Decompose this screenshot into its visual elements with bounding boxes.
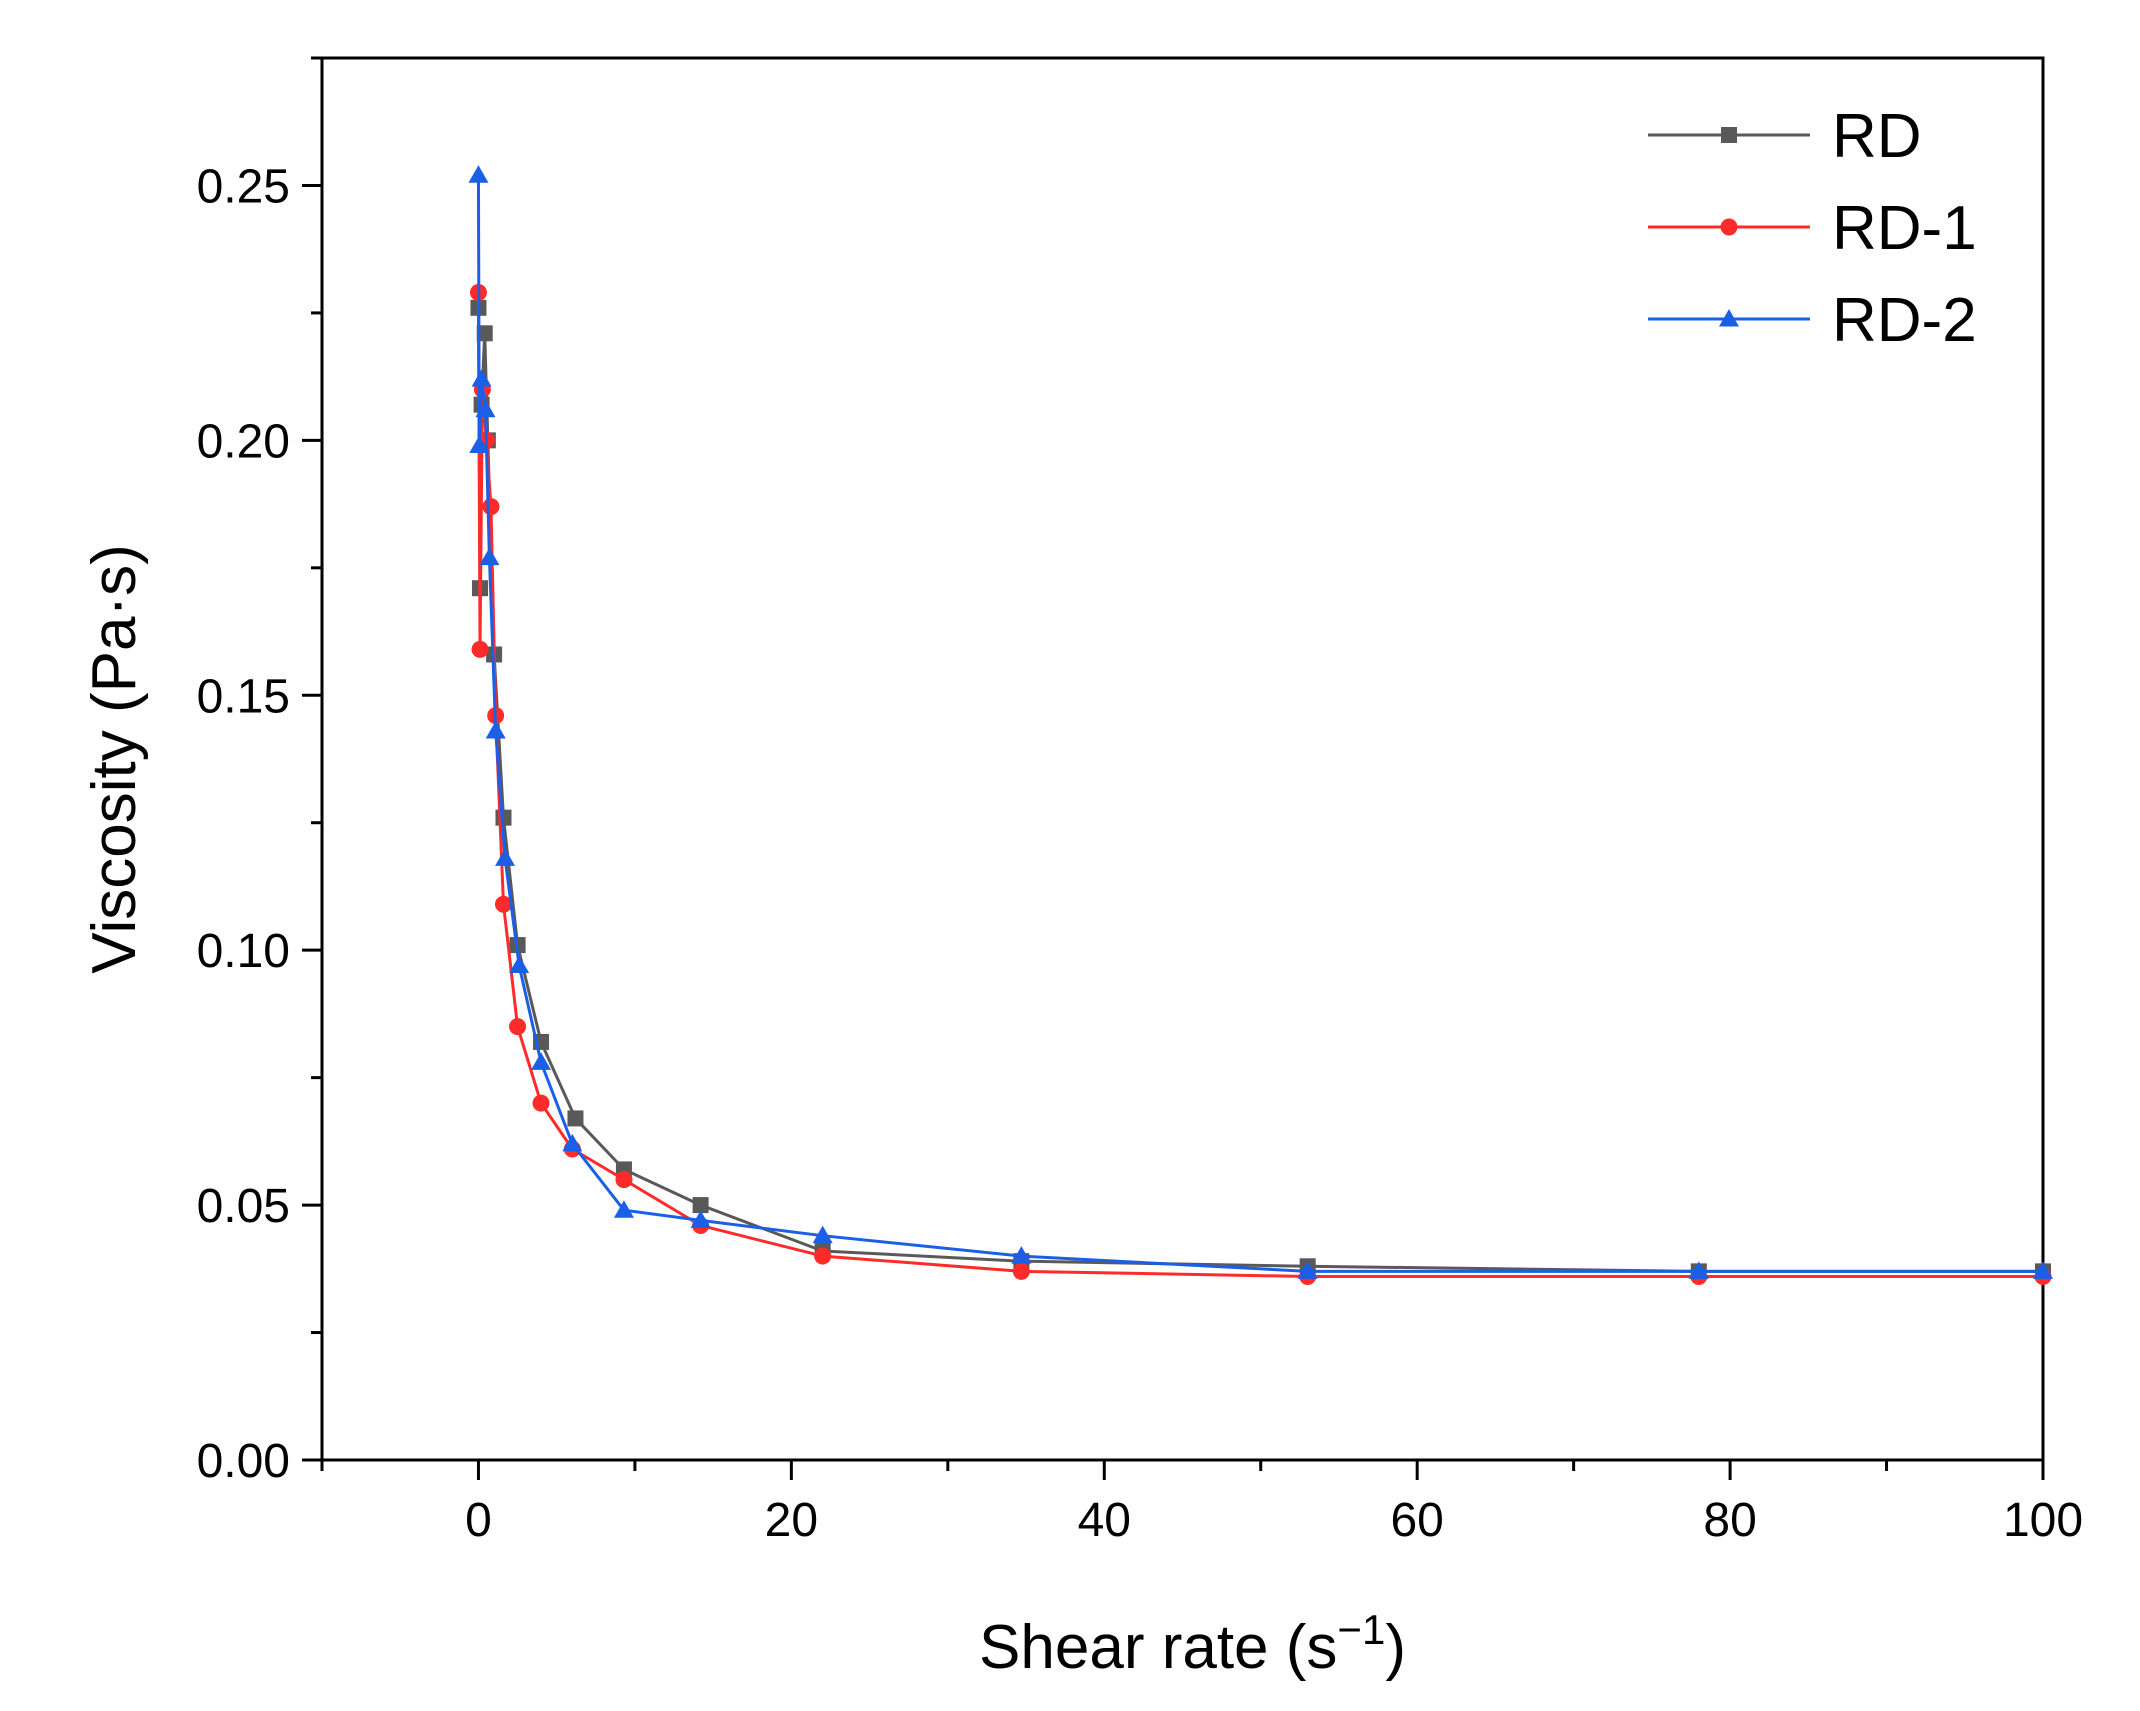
data-point — [476, 325, 493, 342]
y-tick-label: 0.10 — [197, 925, 290, 978]
legend-item-rd: RD — [1648, 102, 1922, 171]
data-point — [495, 848, 516, 866]
x-axis-title-superscript: −1 — [1337, 1606, 1385, 1653]
data-point — [479, 547, 500, 566]
data-point — [615, 1171, 633, 1189]
x-axis-title: Shear rate (s−1) — [979, 1606, 1406, 1682]
legend-marker — [1719, 309, 1739, 327]
y-axis-title: Viscosity (Pa·s) — [80, 544, 149, 974]
series-layer — [468, 165, 2053, 1285]
data-point — [1011, 1246, 1032, 1264]
y-tick-label: 0.20 — [197, 415, 290, 468]
x-tick-label: 60 — [1390, 1494, 1443, 1547]
series-rd-2 — [468, 165, 2053, 1279]
legend-marker — [1721, 127, 1737, 143]
data-point — [1297, 1261, 1318, 1279]
data-point — [485, 720, 506, 739]
data-point — [692, 1197, 709, 1214]
data-point — [562, 1133, 583, 1152]
data-point — [1012, 1262, 1030, 1280]
axes: 0 20 40 60 80 100 0.00 0.05 0.10 0.15 0.20 0.25 — [197, 56, 2083, 1547]
legend-label: RD-1 — [1832, 194, 1977, 263]
plot-frame — [320, 56, 2045, 1462]
legend-label: RD-2 — [1832, 286, 1977, 355]
data-point — [509, 1018, 527, 1036]
x-axis-title-main: Shear rate (s — [979, 1613, 1337, 1682]
data-point — [1688, 1261, 1709, 1279]
data-point — [812, 1225, 833, 1244]
legend: RD RD-1 RD-2 — [1648, 102, 1977, 355]
data-point — [494, 895, 512, 913]
data-point — [482, 498, 500, 516]
y-tick-label: 0.00 — [197, 1435, 290, 1488]
data-point — [468, 165, 489, 183]
data-point — [531, 1052, 552, 1070]
data-point — [471, 369, 492, 387]
data-point — [567, 1110, 584, 1127]
data-point — [475, 399, 496, 418]
x-tick-label: 0 — [465, 1494, 492, 1547]
data-point — [613, 1200, 634, 1218]
x-tick-label: 100 — [2003, 1494, 2083, 1547]
data-point — [471, 640, 489, 658]
x-axis-title-close: ) — [1385, 1613, 1406, 1682]
legend-item-rd-1: RD-1 — [1648, 194, 1977, 263]
data-point — [509, 955, 530, 973]
data-point — [469, 435, 490, 453]
data-point — [2033, 1261, 2053, 1279]
x-tick-label: 20 — [765, 1494, 818, 1547]
data-point — [532, 1094, 550, 1112]
y-tick-label: 0.25 — [197, 160, 290, 213]
data-point — [814, 1247, 832, 1265]
x-tick-label: 40 — [1078, 1494, 1131, 1547]
x-tick-label: 80 — [1703, 1494, 1756, 1547]
y-tick-label: 0.15 — [197, 670, 290, 723]
legend-marker — [1720, 218, 1738, 236]
y-tick-label: 0.05 — [197, 1180, 290, 1233]
legend-label: RD — [1832, 102, 1922, 171]
legend-item-rd-2: RD-2 — [1648, 286, 1977, 355]
data-point — [690, 1210, 711, 1228]
